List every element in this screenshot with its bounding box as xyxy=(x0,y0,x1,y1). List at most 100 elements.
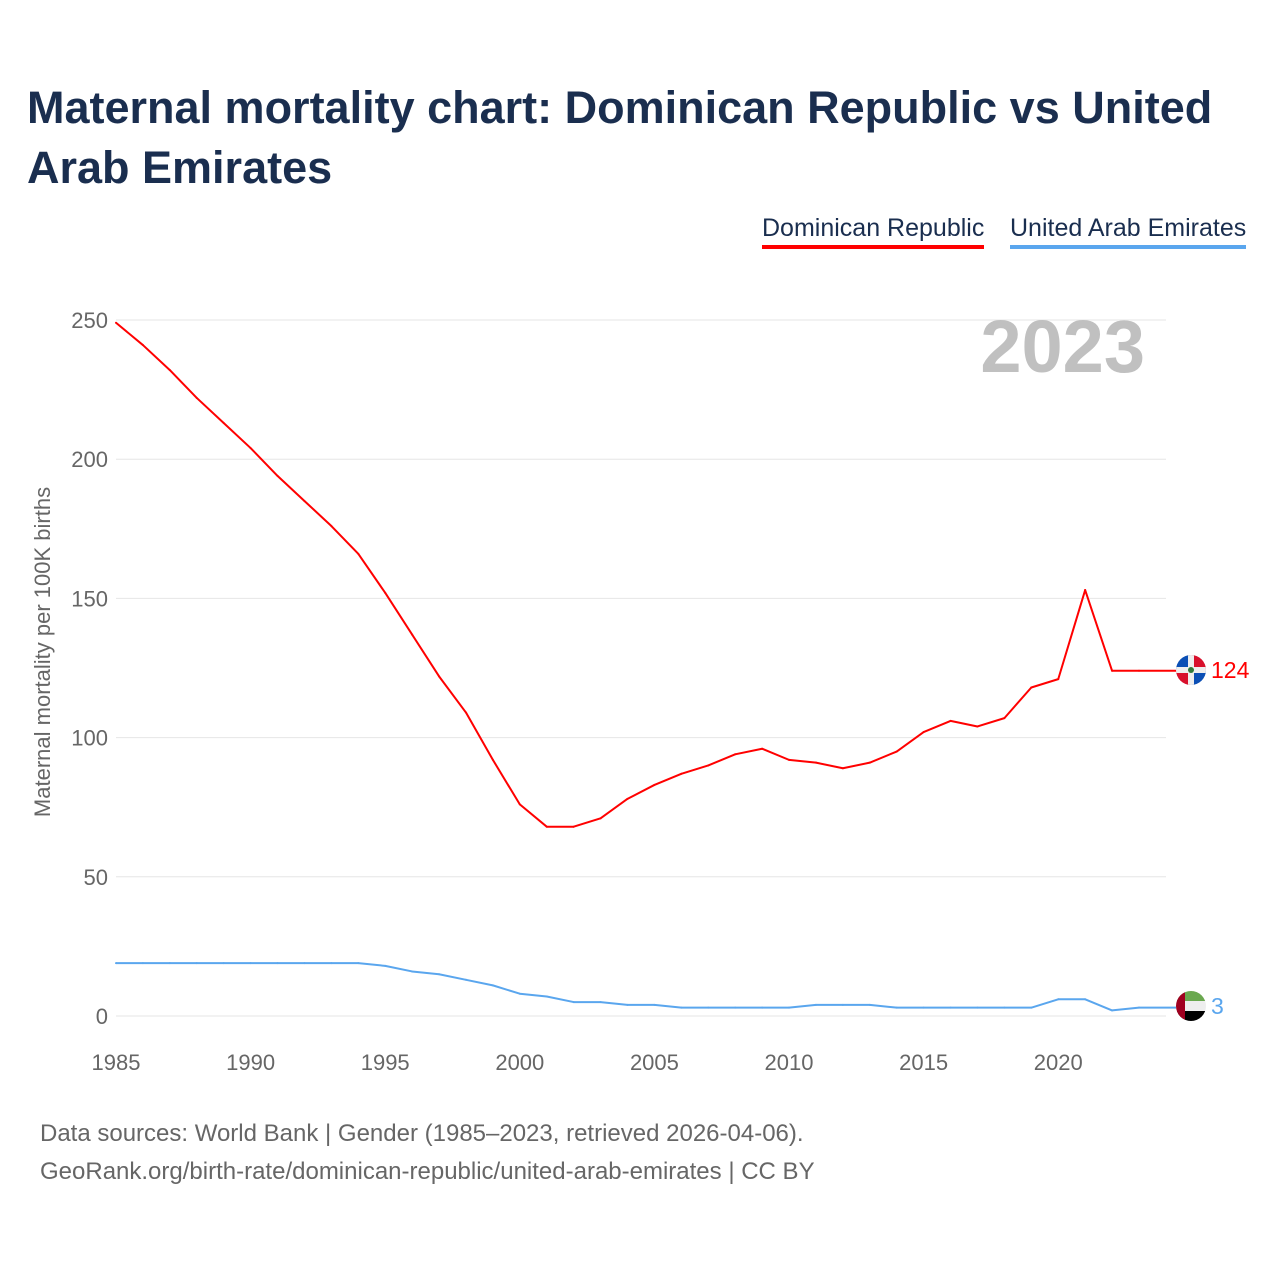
data-point xyxy=(384,964,387,967)
data-point xyxy=(922,1006,925,1009)
x-tick-label: 2005 xyxy=(630,1050,679,1075)
data-point xyxy=(761,747,764,750)
y-tick-label: 200 xyxy=(71,447,108,472)
data-point xyxy=(680,1006,683,1009)
data-point xyxy=(1057,678,1060,681)
data-point xyxy=(357,962,360,965)
data-point xyxy=(1030,686,1033,689)
data-point xyxy=(491,758,494,761)
chart-title: Maternal mortality chart: Dominican Repu… xyxy=(27,82,1213,193)
data-point xyxy=(438,973,441,976)
data-point xyxy=(707,1006,710,1009)
source-line-1: Data sources: World Bank | Gender (1985–… xyxy=(40,1120,804,1147)
data-point xyxy=(761,1006,764,1009)
data-point xyxy=(599,817,602,820)
data-point xyxy=(626,1003,629,1006)
x-tick-label: 2020 xyxy=(1034,1050,1083,1075)
data-point xyxy=(653,783,656,786)
data-point xyxy=(949,719,952,722)
data-point xyxy=(599,1001,602,1004)
data-point xyxy=(518,992,521,995)
series-line-dominican-republic xyxy=(115,322,1176,828)
line-chart: 0 50 100 150 200 250 1985 1990 1995 2000 2005 2010 2… xyxy=(30,305,1250,1075)
data-point xyxy=(464,978,467,981)
data-point xyxy=(411,970,414,973)
data-point xyxy=(249,962,252,965)
data-point xyxy=(841,767,844,770)
data-point xyxy=(572,1001,575,1004)
data-point xyxy=(518,803,521,806)
data-point xyxy=(922,731,925,734)
end-label-uae: 3 xyxy=(1211,993,1224,1019)
data-point xyxy=(141,344,144,347)
x-tick-label: 2010 xyxy=(765,1050,814,1075)
data-point xyxy=(115,321,117,324)
data-point xyxy=(1057,998,1060,1001)
data-point xyxy=(330,962,333,965)
x-tick-label: 1990 xyxy=(226,1050,275,1075)
data-point xyxy=(814,761,817,764)
data-point xyxy=(464,711,467,714)
data-point xyxy=(572,825,575,828)
data-point xyxy=(303,962,306,965)
data-point xyxy=(1003,1006,1006,1009)
data-point xyxy=(976,1006,979,1009)
data-point xyxy=(1003,717,1006,720)
series-line-united-arab-emirates xyxy=(116,962,1176,1012)
data-point xyxy=(734,753,737,756)
dominican-republic-flag-icon xyxy=(1176,655,1206,685)
data-point xyxy=(1111,1009,1114,1012)
y-axis-label: Maternal mortality per 100K births xyxy=(30,487,55,817)
data-point xyxy=(949,1006,952,1009)
data-point xyxy=(195,962,198,965)
year-label: 2023 xyxy=(980,305,1145,388)
data-point xyxy=(788,758,791,761)
data-point xyxy=(626,797,629,800)
data-point xyxy=(357,552,360,555)
data-point xyxy=(1111,669,1114,672)
data-point xyxy=(1084,998,1087,1001)
data-point xyxy=(653,1003,656,1006)
data-point xyxy=(141,962,144,965)
data-point xyxy=(222,422,225,425)
data-point xyxy=(814,1003,817,1006)
data-point xyxy=(680,772,683,775)
data-point xyxy=(895,750,898,753)
data-point xyxy=(707,764,710,767)
data-point xyxy=(1084,589,1087,592)
data-point xyxy=(545,825,548,828)
data-point xyxy=(788,1006,791,1009)
data-point xyxy=(491,984,494,987)
data-point xyxy=(276,474,279,477)
data-point xyxy=(168,962,171,965)
data-point xyxy=(545,995,548,998)
data-point xyxy=(222,962,225,965)
data-point xyxy=(303,499,306,502)
y-tick-label: 0 xyxy=(96,1004,108,1029)
data-point xyxy=(276,962,279,965)
uae-flag-icon xyxy=(1176,991,1206,1021)
data-point xyxy=(734,1006,737,1009)
data-point xyxy=(384,591,387,594)
data-point xyxy=(330,525,333,528)
data-point xyxy=(1030,1006,1033,1009)
data-point xyxy=(195,396,198,399)
data-point xyxy=(868,1003,871,1006)
data-point xyxy=(168,369,171,372)
source-line-2[interactable]: GeoRank.org/birth-rate/dominican-republi… xyxy=(40,1158,815,1185)
y-tick-label: 100 xyxy=(71,726,108,751)
legend-dominican-republic[interactable]: Dominican Republic xyxy=(762,214,985,249)
end-label-dominican-republic: 124 xyxy=(1211,657,1250,683)
x-tick-label: 1995 xyxy=(361,1050,410,1075)
data-point xyxy=(249,447,252,450)
data-point xyxy=(976,725,979,728)
legend-united-arab-emirates[interactable]: United Arab Emirates xyxy=(1010,214,1247,249)
x-tick-label: 2000 xyxy=(495,1050,544,1075)
data-point xyxy=(1138,669,1140,672)
data-point xyxy=(841,1003,844,1006)
y-tick-label: 150 xyxy=(71,586,108,611)
data-point xyxy=(1138,1006,1140,1009)
data-point xyxy=(868,761,871,764)
y-tick-label: 250 xyxy=(71,308,108,333)
x-tick-label: 2015 xyxy=(899,1050,948,1075)
